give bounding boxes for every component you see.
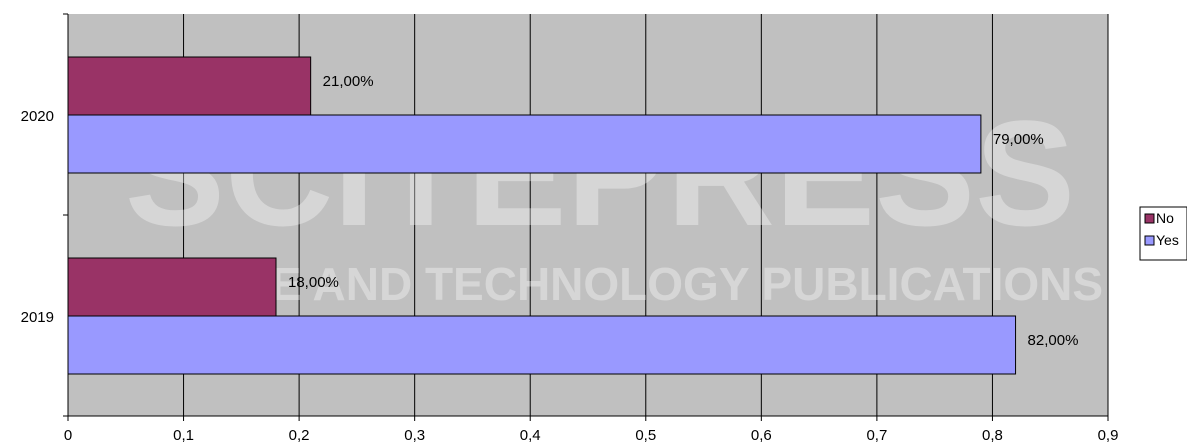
category-label-2020: 2020 <box>21 108 54 125</box>
x-tick-label-3: 0,3 <box>404 427 425 444</box>
bars: 21,00% 79,00% 18,00% 82,00% <box>67 56 1079 375</box>
category-label-2019: 2019 <box>21 309 54 326</box>
legend-swatch-no <box>1144 213 1155 224</box>
x-tick-label-9: 0,9 <box>1098 427 1119 444</box>
bar-no-2020 <box>67 56 312 116</box>
bar-yes-2019 <box>67 315 1017 375</box>
x-tick-label-5: 0,5 <box>635 427 656 444</box>
x-tick-label-2: 0,2 <box>289 427 310 444</box>
data-label-no-2019: 18,00% <box>288 274 339 291</box>
x-tick-label-8: 0,8 <box>982 427 1003 444</box>
legend: No Yes <box>1139 206 1187 261</box>
legend-label-no: No <box>1156 210 1174 226</box>
legend-label-yes: Yes <box>1156 232 1179 248</box>
x-tick-label-0: 0 <box>64 427 72 444</box>
x-tick-label-1: 0,1 <box>173 427 194 444</box>
legend-box <box>1139 206 1187 261</box>
x-tick-label-7: 0,7 <box>866 427 887 444</box>
x-tick-label-6: 0,6 <box>751 427 772 444</box>
x-tick-label-4: 0,4 <box>520 427 541 444</box>
data-label-yes-2020: 79,00% <box>993 131 1044 148</box>
bar-yes-2020 <box>67 114 982 174</box>
axes: 2020 2019 0 0,1 0,2 0,3 0,4 0,5 0,6 0,7 0,8 0,9 <box>21 13 1119 444</box>
bar-no-2019 <box>67 257 277 317</box>
legend-swatch-yes <box>1144 235 1155 246</box>
data-label-no-2020: 21,00% <box>323 73 374 90</box>
data-label-yes-2019: 82,00% <box>1028 332 1079 349</box>
